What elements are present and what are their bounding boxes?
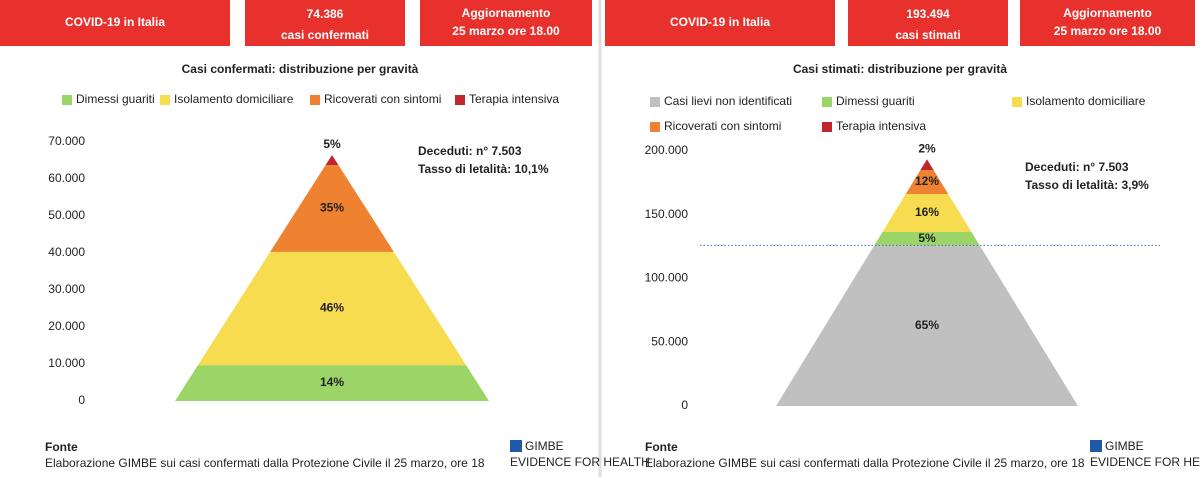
banner-caption: casi confermati [281,28,369,42]
percent-label: 12% [915,174,939,188]
legend-swatch [650,122,660,132]
y-tick-label: 200.000 [645,143,689,157]
y-tick-label: 0 [681,398,688,412]
legend-swatch [822,122,832,132]
percent-label: 65% [915,318,939,332]
pyramid-segment [874,231,980,246]
legend-label: Dimessi guariti [76,92,155,106]
banner-caption: casi stimati [895,28,960,42]
annotation: Deceduti: n° 7.503 [418,144,522,158]
percent-label: 14% [320,375,344,389]
source-text: Elaborazione GIMBE sui casi confermati d… [645,456,1085,470]
y-tick-label: 60.000 [48,171,85,185]
banner-number: 193.494 [906,7,950,21]
y-tick-label: 0 [78,393,85,407]
legend-label: Ricoverati con sintomi [324,92,441,106]
pyramid-segment [325,154,339,165]
logo-tagline: EVIDENCE FOR HEALTH [510,455,650,469]
banner-box [420,0,592,46]
legend-swatch [455,95,465,105]
logo-tagline: EVIDENCE FOR HEALTH [1090,455,1200,469]
banner-box [605,0,835,46]
y-tick-label: 70.000 [48,134,85,148]
legend-label: Casi lievi non identificati [664,94,792,108]
banner-update: Aggiornamento [462,6,551,20]
chart-title: Casi confermati: distribuzione per gravi… [182,62,419,76]
legend-label: Isolamento domiciliare [1026,94,1146,108]
y-tick-label: 50.000 [651,334,688,348]
pyramid-segment [270,164,394,252]
pyramid-segment [882,193,972,232]
legend-label: Isolamento domiciliare [174,92,294,106]
legend-label: Terapia intensiva [836,119,926,133]
logo-icon [1090,440,1102,452]
banner-box [1020,0,1195,46]
legend-swatch [310,95,320,105]
source-text: Elaborazione GIMBE sui casi confermati d… [45,456,485,470]
banner-number: 74.386 [307,7,344,21]
y-tick-label: 40.000 [48,245,85,259]
banner-box [0,0,230,46]
annotation: Tasso di letalità: 10,1% [418,162,549,176]
legend-swatch [62,95,72,105]
percent-label: 16% [915,205,939,219]
source-title: Fonte [645,440,678,454]
legend-label: Dimessi guariti [836,94,915,108]
legend-swatch [650,97,660,107]
banner-date: 25 marzo ore 18.00 [452,24,560,38]
y-tick-label: 10.000 [48,356,85,370]
logo-icon [510,440,522,452]
logo: GIMBE [1105,439,1144,453]
percent-label: 5% [918,231,936,245]
pyramid-segment [920,159,934,170]
source-title: Fonte [45,440,78,454]
legend-label: Ricoverati con sintomi [664,119,781,133]
y-tick-label: 30.000 [48,282,85,296]
chart-title: Casi stimati: distribuzione per gravità [793,62,1007,76]
pyramid-segment [175,365,489,401]
annotation: Tasso di letalità: 3,9% [1025,178,1149,192]
banner-title: COVID-19 in Italia [670,15,770,29]
banner-update: Aggiornamento [1063,6,1152,20]
y-tick-label: 50.000 [48,208,85,222]
banner-title: COVID-19 in Italia [65,15,165,29]
pyramid-segment [776,245,1078,406]
banner-date: 25 marzo ore 18.00 [1054,24,1162,38]
percent-label: 46% [320,301,344,315]
percent-label: 2% [918,141,936,155]
banner-box [245,0,405,46]
legend-swatch [160,95,170,105]
y-tick-label: 100.000 [645,271,689,285]
percent-label: 35% [320,201,344,215]
pyramid-segment [197,251,467,366]
legend-swatch [822,97,832,107]
annotation: Deceduti: n° 7.503 [1025,160,1129,174]
percent-label: 5% [323,137,341,151]
legend-label: Terapia intensiva [469,92,559,106]
y-tick-label: 150.000 [645,207,689,221]
logo: GIMBE [525,439,564,453]
legend-swatch [1012,97,1022,107]
pyramid-segment [905,169,949,194]
banner-box [848,0,1008,46]
y-tick-label: 20.000 [48,319,85,333]
